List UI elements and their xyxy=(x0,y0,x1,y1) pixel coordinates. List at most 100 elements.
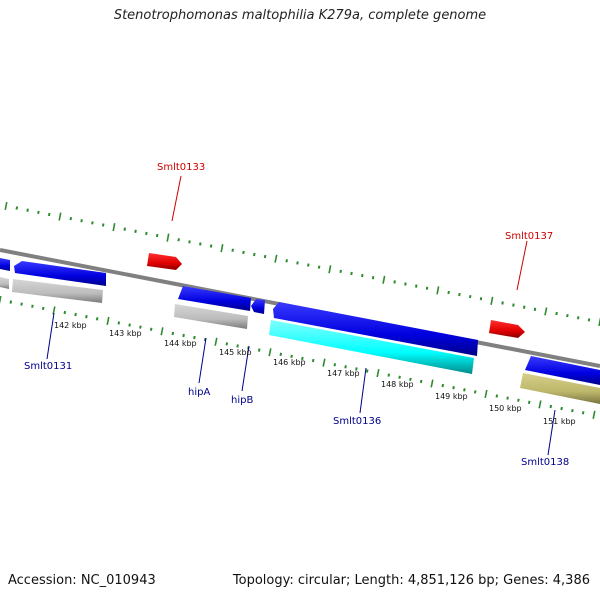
minor-tick xyxy=(9,300,13,304)
minor-tick xyxy=(117,321,121,325)
gene-arrow[interactable] xyxy=(251,299,265,314)
major-tick xyxy=(436,286,440,295)
minor-tick xyxy=(404,282,407,286)
minor-tick xyxy=(85,315,88,319)
kbp-label: 149 kbp xyxy=(435,392,468,401)
kbp-label: 146 kbp xyxy=(273,358,306,367)
kbp-label: 142 kbp xyxy=(54,321,87,330)
minor-tick xyxy=(177,238,180,242)
minor-tick xyxy=(339,269,342,274)
leader-line xyxy=(171,175,182,222)
minor-tick xyxy=(350,271,353,276)
minor-tick xyxy=(566,313,569,318)
gene-arrow[interactable] xyxy=(525,356,600,385)
gene-arrow[interactable] xyxy=(14,261,106,286)
minor-tick xyxy=(155,233,159,238)
major-tick xyxy=(4,201,8,211)
minor-tick xyxy=(47,212,51,217)
gene-arrow[interactable] xyxy=(174,304,248,329)
minor-tick xyxy=(123,227,126,231)
major-tick xyxy=(52,306,56,315)
kbp-label: 151 kbp xyxy=(543,417,576,426)
gene-arrow[interactable] xyxy=(12,279,103,303)
minor-tick xyxy=(393,280,396,284)
minor-tick xyxy=(361,273,364,278)
major-tick xyxy=(214,337,218,346)
minor-tick xyxy=(522,305,526,309)
gene-arrow[interactable] xyxy=(0,258,10,271)
outer-tick-ring xyxy=(4,201,600,327)
leader-line xyxy=(241,345,250,392)
major-tick xyxy=(490,296,494,305)
minor-tick xyxy=(134,229,137,233)
minor-tick xyxy=(128,323,131,327)
major-tick xyxy=(112,223,116,232)
minor-tick xyxy=(95,317,99,321)
minor-tick xyxy=(149,327,153,331)
minor-tick xyxy=(145,231,148,236)
leader-line xyxy=(198,337,207,384)
minor-tick xyxy=(182,333,185,338)
gene-label-smlt0138[interactable]: Smlt0138 xyxy=(521,457,569,468)
gene-arrow[interactable] xyxy=(178,286,251,311)
gene-label-hipa[interactable]: hipA xyxy=(188,387,210,398)
minor-tick xyxy=(571,408,574,413)
minor-tick xyxy=(69,216,73,221)
gene-label-smlt0136[interactable]: Smlt0136 xyxy=(333,416,381,427)
minor-tick xyxy=(512,303,515,307)
major-tick xyxy=(160,327,164,336)
minor-tick xyxy=(193,335,196,340)
gene-label-smlt0131[interactable]: Smlt0131 xyxy=(24,361,72,372)
minor-tick xyxy=(549,404,553,409)
minor-tick xyxy=(333,363,337,367)
kbp-label: 144 kbp xyxy=(164,339,197,348)
genome-stats-text: Topology: circular; Length: 4,851,126 bp… xyxy=(232,573,590,588)
major-tick xyxy=(328,265,332,274)
gene-arrow[interactable] xyxy=(273,302,478,356)
inner-tick-ring xyxy=(0,295,596,419)
minor-tick xyxy=(231,248,234,252)
major-tick xyxy=(106,316,110,325)
minor-tick xyxy=(441,383,445,388)
minor-tick xyxy=(15,206,19,210)
minor-tick xyxy=(587,318,591,322)
kbp-label: 148 kbp xyxy=(381,380,414,389)
minor-tick xyxy=(101,223,105,227)
minor-tick xyxy=(415,284,418,288)
minor-tick xyxy=(209,244,213,248)
major-tick xyxy=(166,233,170,242)
gene-arrow[interactable] xyxy=(269,320,474,374)
minor-tick xyxy=(458,292,461,297)
minor-tick xyxy=(555,311,558,316)
gene-arrow[interactable] xyxy=(0,277,9,289)
minor-tick xyxy=(188,240,191,244)
gene-arrow[interactable] xyxy=(520,373,600,404)
gene-label-smlt0133[interactable]: Smlt0133 xyxy=(157,162,205,173)
gene-label-hipb[interactable]: hipB xyxy=(231,395,253,406)
minor-tick xyxy=(74,312,77,317)
leader-line xyxy=(547,409,556,456)
minor-tick xyxy=(425,286,429,290)
minor-tick xyxy=(63,310,67,315)
minor-tick xyxy=(468,294,472,299)
minor-tick xyxy=(501,301,504,305)
minor-tick xyxy=(371,276,375,280)
gene-arrow[interactable] xyxy=(489,320,525,338)
major-tick xyxy=(58,212,62,221)
minor-tick xyxy=(355,367,358,371)
minor-tick xyxy=(463,388,466,392)
minor-tick xyxy=(263,254,267,259)
leader-line xyxy=(46,312,55,360)
gene-arrow[interactable] xyxy=(147,253,182,270)
major-tick xyxy=(544,307,548,316)
minor-tick xyxy=(581,411,585,415)
minor-tick xyxy=(139,325,142,329)
minor-tick xyxy=(199,242,202,246)
minor-tick xyxy=(31,304,34,308)
minor-tick xyxy=(365,369,369,373)
minor-tick xyxy=(20,302,23,306)
minor-tick xyxy=(506,396,509,400)
minor-tick xyxy=(296,261,299,265)
gene-label-smlt0137[interactable]: Smlt0137 xyxy=(505,231,553,242)
